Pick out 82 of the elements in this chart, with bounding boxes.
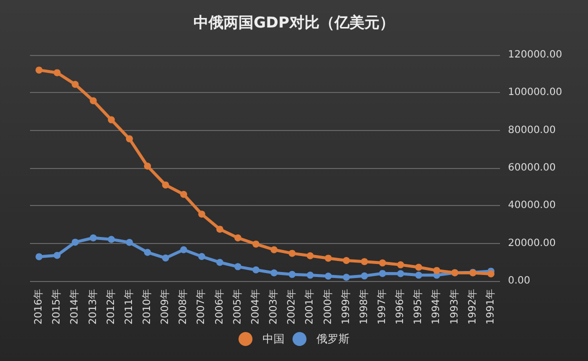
x-tick-label: 1995年 — [412, 289, 424, 324]
x-tick-label: 1993年 — [448, 289, 460, 324]
point — [54, 69, 61, 76]
point — [288, 250, 296, 257]
point — [162, 254, 170, 262]
point — [108, 236, 115, 243]
y-tick-label: 40000.00 — [508, 200, 556, 212]
y-tick-label: 80000.00 — [508, 124, 556, 136]
x-tick-label: 2001年 — [304, 289, 316, 324]
point — [270, 246, 278, 254]
point — [324, 254, 332, 262]
point — [234, 263, 242, 270]
x-tick-label: 2013年 — [86, 289, 99, 324]
point — [379, 270, 386, 277]
x-tick-label: 2014年 — [68, 289, 81, 324]
x-tick-label: 1997年 — [376, 289, 388, 324]
point — [487, 270, 494, 278]
x-tick-label: 2002年 — [286, 289, 298, 324]
y-tick-label: 100000.00 — [508, 87, 562, 98]
y-tick-label: 0.00 — [508, 276, 530, 286]
x-tick-label: 2010年 — [141, 289, 153, 324]
point — [306, 252, 314, 260]
point — [397, 270, 404, 278]
x-tick-label: 2011年 — [122, 289, 135, 324]
point — [36, 66, 43, 74]
x-tick-label: 2004年 — [249, 289, 262, 324]
y-tick-label: 120000.00 — [508, 50, 562, 60]
x-tick-label: 1994年 — [430, 289, 442, 324]
x-tick-label: 2012年 — [104, 289, 117, 324]
point — [216, 258, 224, 266]
point — [234, 234, 242, 242]
x-tick-label: 2005年 — [231, 289, 244, 324]
point — [360, 272, 368, 280]
x-tick-label: 2015年 — [50, 289, 63, 324]
x-tick-label: 1998年 — [358, 289, 370, 324]
x-tick-label: 2003年 — [268, 289, 280, 324]
point — [36, 253, 43, 260]
x-tick-label: 2009年 — [159, 289, 172, 324]
point — [72, 238, 79, 246]
point — [162, 181, 170, 188]
point — [306, 272, 314, 279]
point — [342, 274, 350, 281]
y-tick-label: 60000.00 — [508, 162, 556, 174]
point — [397, 261, 404, 268]
point — [90, 97, 97, 104]
point — [360, 258, 368, 266]
point — [288, 270, 296, 278]
point — [144, 248, 151, 256]
legend-label: 俄罗斯 — [316, 332, 350, 346]
y-tick-label: 20000.00 — [508, 238, 556, 249]
point — [54, 252, 61, 259]
point — [216, 226, 224, 233]
x-tick-label: 2016年 — [32, 289, 45, 324]
point — [415, 272, 422, 279]
point — [126, 135, 133, 142]
x-tick-label: 1992年 — [466, 289, 478, 324]
point — [342, 256, 350, 264]
x-tick-label: 2008年 — [177, 289, 190, 324]
point — [180, 190, 188, 198]
point — [324, 272, 332, 280]
point — [144, 162, 151, 170]
legend-label: 中国 — [262, 332, 284, 346]
point — [252, 266, 260, 274]
point — [72, 80, 79, 88]
chart-title: 中俄两国GDP对比（亿美元） — [194, 14, 394, 32]
point — [198, 210, 206, 218]
x-tick-label: 2007年 — [195, 289, 208, 324]
point — [415, 264, 422, 271]
point — [379, 259, 386, 266]
point — [252, 240, 260, 248]
point — [433, 266, 440, 274]
point — [198, 253, 206, 260]
point — [126, 238, 133, 246]
point — [270, 269, 278, 276]
x-tick-label: 2006年 — [213, 289, 226, 324]
point — [180, 246, 188, 254]
x-tick-label: 2000年 — [322, 289, 334, 324]
x-tick-label: 1991年 — [484, 289, 496, 324]
x-tick-label: 1999年 — [340, 289, 352, 324]
point — [90, 234, 97, 242]
point — [108, 116, 115, 124]
x-tick-label: 1996年 — [394, 289, 406, 324]
